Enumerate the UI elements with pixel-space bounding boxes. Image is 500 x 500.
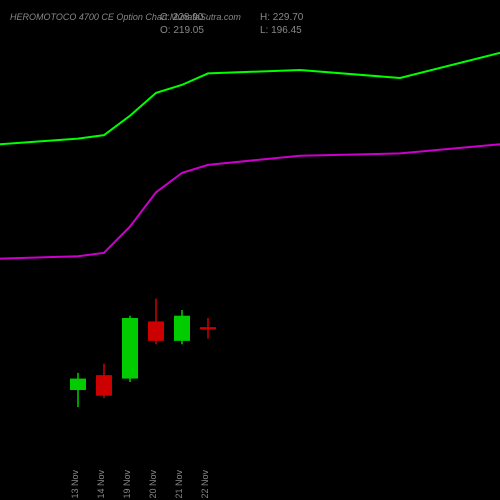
x-axis-label: 22 Nov (200, 470, 210, 499)
lower-band (0, 144, 500, 258)
x-axis-label: 20 Nov (148, 470, 158, 499)
chart-svg: 13 Nov 14 Nov 19 Nov 20 Nov 21 Nov 22 Nov (0, 0, 500, 500)
x-axis-label: 19 Nov (122, 470, 132, 499)
upper-band (0, 53, 500, 144)
chart-container: HEROMOTOCO 4700 CE Option Chart MunafaSu… (0, 0, 500, 500)
candle-body (148, 321, 164, 340)
x-axis-label: 21 Nov (174, 470, 184, 499)
x-axis-label: 14 Nov (96, 470, 106, 499)
candle-body (174, 316, 190, 341)
candle-body (122, 318, 138, 379)
candle-body (200, 327, 216, 329)
candle-body (70, 379, 86, 390)
candle-body (96, 375, 112, 396)
x-axis-label: 13 Nov (70, 470, 80, 499)
